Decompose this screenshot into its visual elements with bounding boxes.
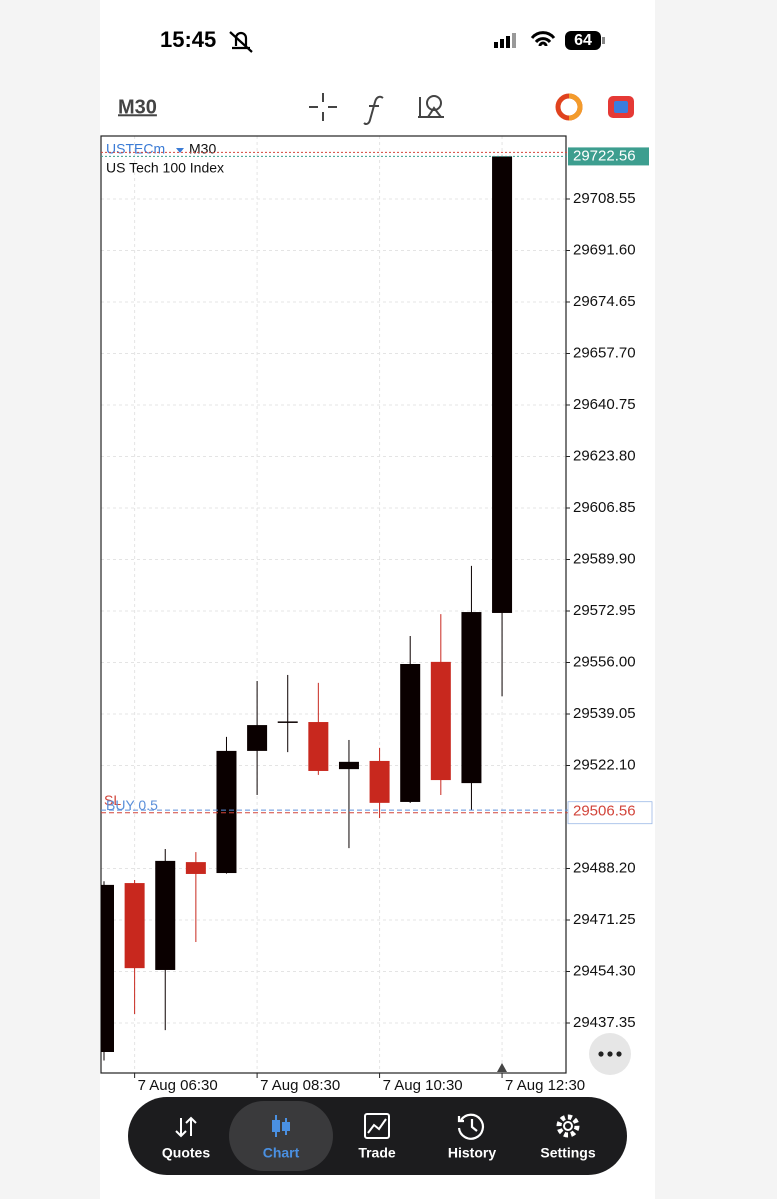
tab-bar bbox=[128, 1097, 627, 1175]
y-tick-label: 29674.65 bbox=[573, 293, 636, 310]
y-tick-label: 29454.30 bbox=[573, 962, 636, 979]
candle-body bbox=[400, 664, 421, 802]
scroll-marker bbox=[497, 1063, 507, 1072]
battery-icon bbox=[565, 31, 601, 50]
candle-body bbox=[461, 612, 482, 784]
order-label: BUY 0.5 bbox=[106, 797, 158, 813]
y-tick-label: 29691.60 bbox=[573, 241, 636, 258]
x-tick-label: 7 Aug 10:30 bbox=[383, 1077, 463, 1094]
current-price-box bbox=[568, 147, 649, 166]
candle-body bbox=[338, 761, 359, 770]
chart-icon-body bbox=[272, 1120, 280, 1132]
y-tick-label: 29589.90 bbox=[573, 550, 636, 567]
objects-button[interactable] bbox=[418, 95, 444, 118]
history-icon bbox=[457, 1113, 485, 1140]
tab-active-bg bbox=[229, 1101, 333, 1171]
trade-icon-line bbox=[367, 1118, 387, 1134]
trade-icon bbox=[364, 1113, 390, 1139]
candle-body bbox=[247, 725, 268, 751]
settings-icon bbox=[556, 1114, 580, 1138]
phone-screen bbox=[100, 0, 655, 1199]
y-tick-label: 29556.00 bbox=[573, 653, 636, 670]
battery-level: 64 bbox=[574, 32, 592, 49]
candle-body bbox=[185, 862, 206, 874]
symbol-description: US Tech 100 Index bbox=[106, 160, 224, 176]
symbol-dropdown[interactable] bbox=[176, 148, 184, 153]
y-tick-label: 29488.20 bbox=[573, 859, 636, 876]
y-tick-label: 29606.85 bbox=[573, 499, 636, 516]
battery-tip bbox=[602, 37, 605, 44]
tab-item[interactable]: Quotes bbox=[162, 1145, 210, 1161]
candle-body bbox=[430, 661, 451, 781]
indicators-button[interactable] bbox=[363, 95, 384, 125]
candle-body bbox=[101, 884, 114, 1053]
x-tick-label: 7 Aug 06:30 bbox=[138, 1077, 218, 1094]
account-button[interactable] bbox=[555, 93, 583, 121]
candle-body bbox=[492, 156, 513, 613]
status-time: 15:45 bbox=[160, 27, 216, 52]
y-tick-label: 29572.95 bbox=[573, 602, 636, 619]
symbol-label[interactable]: USTECm bbox=[106, 141, 165, 157]
y-tick-label: 29437.35 bbox=[573, 1014, 636, 1031]
stop-loss-label: SL bbox=[104, 792, 121, 808]
quotes-icon bbox=[175, 1116, 197, 1138]
timeframe-label: M30 bbox=[189, 141, 216, 157]
y-tick-label: 29623.80 bbox=[573, 447, 636, 464]
more-button[interactable] bbox=[589, 1033, 631, 1075]
crosshair-button[interactable] bbox=[309, 93, 337, 121]
plot-frame bbox=[100, 135, 567, 1074]
x-tick-label: 7 Aug 12:30 bbox=[505, 1077, 585, 1094]
y-tick-label: 29539.05 bbox=[573, 705, 636, 722]
tab-item[interactable]: Trade bbox=[358, 1145, 396, 1161]
stop-loss-price-box bbox=[567, 801, 653, 825]
chart-icon-body bbox=[282, 1122, 290, 1131]
wifi-icon bbox=[530, 31, 556, 47]
signal-icon bbox=[494, 33, 516, 48]
tab-item[interactable]: History bbox=[448, 1145, 496, 1161]
candle-body bbox=[369, 760, 390, 803]
y-tick-label: 29657.70 bbox=[573, 344, 636, 361]
timeframe-button[interactable]: M30 bbox=[118, 96, 157, 118]
settings-icon-center bbox=[563, 1121, 573, 1131]
y-tick-label: 29522.10 bbox=[573, 756, 636, 773]
mute-icon bbox=[229, 31, 253, 53]
candle-body bbox=[155, 860, 176, 970]
stop-loss-price: 29506.56 bbox=[573, 803, 636, 820]
current-price-label: 29722.56 bbox=[573, 147, 636, 164]
x-tick-label: 7 Aug 08:30 bbox=[260, 1077, 340, 1094]
candle-body bbox=[308, 722, 329, 771]
candle-body bbox=[216, 750, 237, 874]
y-tick-label: 29471.25 bbox=[573, 911, 636, 928]
tab-item[interactable]: Settings bbox=[540, 1145, 595, 1161]
candle-body bbox=[124, 883, 145, 969]
candle-body bbox=[277, 721, 298, 723]
tab-icons bbox=[175, 1113, 580, 1140]
tab-item[interactable]: Chart bbox=[263, 1145, 300, 1161]
y-tick-label: 29708.55 bbox=[573, 190, 636, 207]
y-tick-label: 29640.75 bbox=[573, 396, 636, 413]
trade-button[interactable] bbox=[608, 96, 634, 118]
